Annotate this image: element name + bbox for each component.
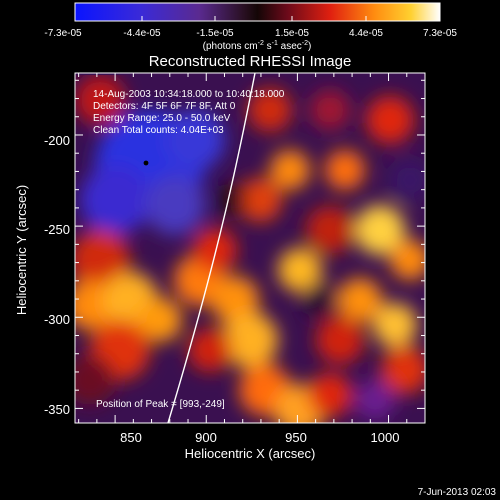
x-tick-label: 900 — [195, 430, 217, 445]
colorbar-tick-label: 4.4e-05 — [349, 28, 383, 39]
solar-limb-line — [167, 73, 256, 423]
y-tick-label: -300 — [44, 312, 70, 327]
y-axis-label: Heliocentric Y (arcsec) — [14, 185, 29, 315]
colorbar-gradient — [74, 2, 441, 22]
y-tick-label: -350 — [44, 402, 70, 417]
peak-position-label: Position of Peak = [993,-249] — [96, 399, 225, 410]
footer-date: 7-Jun-2013 02:03 — [418, 487, 497, 498]
axis-ticks — [75, 73, 426, 423]
peak-marker — [143, 160, 149, 166]
colorbar-tick-label: -7.3e-05 — [44, 28, 82, 39]
image-area — [75, 73, 425, 423]
colorbar-tick-label: -1.5e-05 — [196, 28, 234, 39]
colorbar-unit: (photons cm-2 s-1 asec-2) — [203, 40, 312, 52]
info-energy-range: Energy Range: 25.0 - 50.0 keV — [93, 113, 231, 124]
colorbar-tick-label: 1.5e-05 — [275, 28, 309, 39]
x-tick-label: 950 — [285, 430, 307, 445]
y-tick-label: -200 — [44, 133, 70, 148]
info-detectors: Detectors: 4F 5F 6F 7F 8F, Att 0 — [93, 101, 236, 112]
x-axis-label: Heliocentric X (arcsec) — [185, 446, 316, 461]
info-clean-counts: Clean Total counts: 4.04E+03 — [93, 125, 224, 136]
plot-title: Reconstructed RHESSI Image — [149, 53, 352, 70]
y-tick-label: -250 — [44, 222, 70, 237]
x-tick-label: 1000 — [371, 430, 400, 445]
info-panel: 14-Aug-2003 10:34:18.000 to 10:40:18.000… — [93, 89, 285, 136]
colorbar: -7.3e-05 -4.4e-05 -1.5e-05 1.5e-05 4.4e-… — [44, 2, 457, 52]
x-tick-label: 850 — [120, 430, 142, 445]
colorbar-tick-label: -4.4e-05 — [123, 28, 161, 39]
info-time-range: 14-Aug-2003 10:34:18.000 to 10:40:18.000 — [93, 89, 285, 100]
plot-frame — [74, 72, 426, 424]
colorbar-tick-label: 7.3e-05 — [423, 28, 457, 39]
